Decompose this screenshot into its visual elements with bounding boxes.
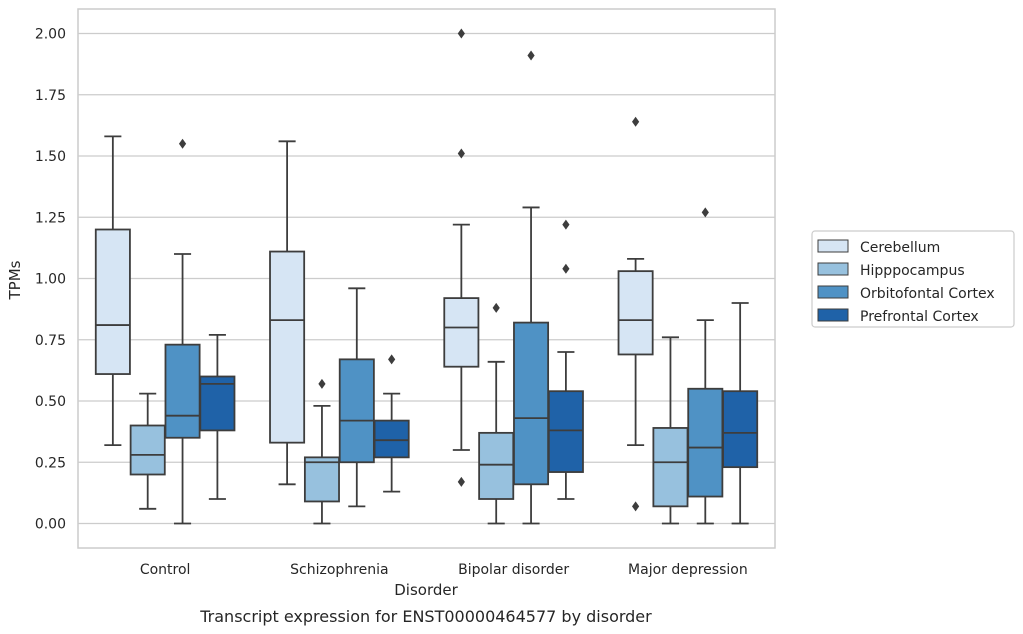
y-tick-label: 1.25	[35, 210, 66, 226]
x-tick-label: Control	[140, 562, 191, 578]
outlier-point	[632, 501, 640, 512]
box-body	[478, 431, 515, 500]
y-axis-label: TPMs	[6, 260, 24, 300]
y-tick-label: 0.25	[35, 455, 66, 471]
box-body	[687, 387, 724, 498]
legend-label: Cerebellum	[860, 240, 940, 256]
box-body	[547, 390, 584, 473]
box-body	[338, 358, 375, 464]
box-body	[373, 419, 410, 459]
box-body	[164, 343, 201, 439]
y-tick-label: 1.75	[35, 88, 66, 104]
legend-frame	[811, 230, 1015, 328]
box-hipppocampus	[652, 336, 689, 525]
outlier-point	[527, 50, 535, 61]
legend: Cerebellum Hipppocampus Orbitofontal Corte…	[811, 230, 1015, 328]
legend-label: Hipppocampus	[860, 263, 965, 279]
box-prefrontal-cortex	[373, 354, 410, 493]
box-body	[617, 270, 654, 356]
outlier-point	[632, 116, 640, 127]
box-cerebellum	[443, 28, 480, 487]
box-prefrontal-cortex	[722, 302, 759, 525]
y-tick-label: 0.00	[35, 517, 66, 533]
legend-swatch	[817, 239, 849, 253]
box-cerebellum	[94, 135, 131, 447]
box-orbitofontal-cortex	[164, 138, 201, 525]
y-tick-label: 1.50	[35, 149, 66, 165]
box-prefrontal-cortex	[199, 333, 236, 500]
y-tick-label: 1.00	[35, 272, 66, 288]
legend-label: Prefrontal Cortex	[860, 309, 979, 325]
legend-swatch	[817, 262, 849, 276]
box-orbitofontal-cortex	[513, 50, 550, 525]
outlier-point	[318, 378, 326, 389]
legend-swatch	[817, 308, 849, 322]
legend-swatch	[817, 285, 849, 299]
chart-caption: Transcript expression for ENST0000046457…	[199, 607, 652, 626]
box-body	[722, 390, 759, 469]
box-body	[513, 321, 550, 486]
box-cerebellum	[617, 116, 654, 512]
legend-label: Orbitofontal Cortex	[860, 286, 995, 302]
box-body	[94, 228, 131, 375]
box-series	[94, 28, 759, 525]
box-orbitofontal-cortex	[687, 207, 724, 525]
x-tick-label: Schizophrenia	[290, 562, 388, 578]
box-body	[129, 424, 166, 476]
x-tick-label: Major depression	[628, 562, 748, 578]
box-hipppocampus	[129, 392, 166, 510]
axes: 0.00 0.25 0.50 0.75 1.00 1.25 1.50 1.75 2.00 Cont…	[35, 8, 776, 578]
box-hipppocampus	[303, 378, 340, 525]
outlier-point	[562, 263, 570, 274]
y-tick-label: 0.75	[35, 333, 66, 349]
box-orbitofontal-cortex	[338, 287, 375, 508]
plot-frame	[77, 8, 776, 549]
box-body	[199, 375, 236, 432]
box-prefrontal-cortex	[547, 219, 584, 500]
outlier-point	[457, 28, 465, 39]
x-axis-label: Disorder	[394, 581, 458, 599]
box-body	[303, 456, 340, 503]
y-tick-label: 0.50	[35, 394, 66, 410]
y-tick-label: 2.00	[35, 27, 66, 43]
box-hipppocampus	[478, 302, 515, 525]
box-body	[443, 297, 480, 368]
outlier-point	[457, 148, 465, 159]
outlier-point	[178, 138, 187, 149]
outlier-point	[701, 207, 709, 218]
outlier-point	[492, 302, 500, 313]
x-tick-label: Bipolar disorder	[458, 562, 569, 578]
outlier-point	[388, 354, 396, 365]
box-body	[269, 250, 306, 444]
outlier-point	[457, 476, 465, 487]
box-cerebellum	[269, 140, 306, 486]
outlier-point	[562, 219, 570, 230]
box-body	[652, 427, 689, 508]
